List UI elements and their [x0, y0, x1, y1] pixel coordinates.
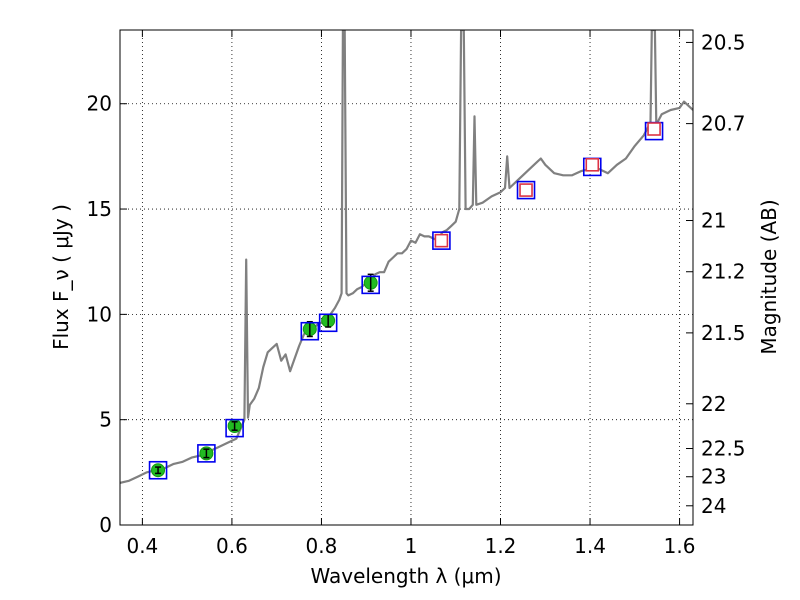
magnitude-tick-label: 21.2: [701, 260, 746, 284]
magnitude-tick-label: 24: [701, 494, 726, 518]
model-spectrum-layer: [120, 30, 693, 484]
model-photometry-box: [516, 180, 536, 200]
x-tick-label: 0.4: [126, 534, 158, 558]
plot-area: [120, 30, 693, 525]
plot-frame: [119, 29, 694, 526]
model-photometry-box: [318, 313, 338, 333]
upper-limit-box: [647, 122, 661, 136]
y-tick-label: 5: [99, 408, 112, 432]
right-axis-label: Magnitude (AB): [757, 199, 781, 354]
grid-lines: [120, 30, 693, 526]
x-axis-label: Wavelength λ (μm): [310, 564, 501, 588]
upper-limit-box: [434, 233, 449, 248]
upper-limit-box: [519, 183, 533, 197]
y-tick-label: 15: [87, 197, 112, 221]
magnitude-tick-label: 21.5: [701, 321, 746, 345]
x-tick-label: 1.6: [664, 534, 696, 558]
magnitude-tick-label: 22: [701, 392, 726, 416]
x-tick-label: 0.8: [306, 534, 338, 558]
y-tick-label: 10: [87, 302, 112, 326]
x-tick-label: 1.2: [485, 534, 517, 558]
x-tick-label: 0.6: [216, 534, 248, 558]
model-photometry-box: [432, 231, 451, 250]
magnitude-tick-label: 20.7: [701, 112, 746, 136]
x-tick-label: 1: [405, 534, 418, 558]
model-photometry-box: [197, 444, 216, 463]
axis-ticks: 0.4 0.6 0.8 1 1.2 1.4 1.6 0 5 10 15 20 20.5 20.7 21 21.…: [87, 30, 746, 558]
y-tick-label: 0: [99, 513, 112, 537]
magnitude-tick-label: 22.5: [701, 437, 746, 461]
x-tick-label: 1.4: [574, 534, 606, 558]
markers-layer: [148, 121, 664, 480]
model-photometry-box: [225, 418, 244, 438]
y-tick-label: 20: [87, 92, 112, 116]
model-spectrum-line: [120, 30, 693, 484]
magnitude-tick-label: 21: [701, 209, 726, 233]
upper-limit-box: [585, 158, 600, 172]
model-photometry-box: [361, 275, 380, 295]
magnitude-tick-label: 20.5: [701, 30, 746, 54]
magnitude-tick-label: 23: [701, 465, 726, 489]
model-photometry-box: [148, 460, 168, 480]
y-axis-label: Flux F_ν ( μJy ): [49, 204, 73, 350]
model-photometry-box: [300, 321, 320, 341]
